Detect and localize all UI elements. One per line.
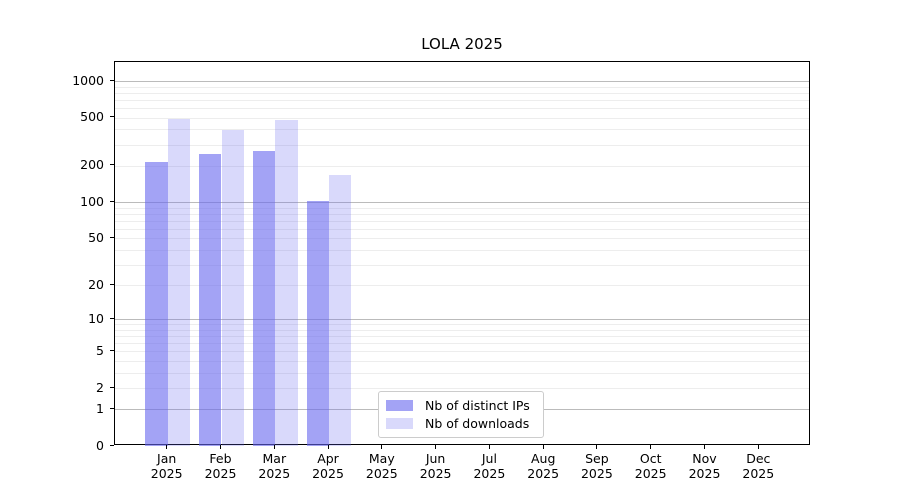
bar-downloads — [167, 118, 191, 446]
x-axis-tick-label: Aug 2025 — [527, 451, 560, 481]
x-axis-tick-label: Jul 2025 — [473, 451, 506, 481]
y-axis-tick-label: 500 — [80, 109, 104, 125]
bar-distinct-ips — [145, 161, 168, 446]
x-axis-tick-mark — [381, 445, 383, 449]
x-axis-tick-mark — [542, 445, 544, 449]
y-axis-tick-label: 5 — [96, 342, 104, 358]
x-axis-tick-mark — [273, 445, 275, 449]
gridline-major — [115, 202, 809, 204]
legend-item-downloads: Nb of downloads — [386, 416, 543, 431]
gridline-minor — [115, 388, 809, 389]
plot-area — [114, 61, 810, 446]
x-axis-tick-label: Feb 2025 — [204, 451, 237, 481]
x-axis-tick-label: Sep 2025 — [580, 451, 613, 481]
x-axis-tick-mark — [220, 445, 221, 449]
y-axis-tick-mark — [110, 444, 114, 446]
x-axis-tick-mark — [327, 445, 329, 449]
y-axis-tick-mark — [110, 386, 114, 388]
x-axis-tick-label: Mar 2025 — [258, 451, 291, 481]
y-axis-tick-mark — [110, 349, 114, 351]
y-axis-tick-label: 100 — [80, 193, 104, 209]
gridline-minor — [115, 351, 809, 353]
gridline-minor — [115, 228, 809, 230]
gridline-minor — [115, 165, 809, 167]
gridline-minor — [115, 343, 809, 345]
x-axis-tick-mark — [704, 445, 705, 449]
x-axis-tick-label: Apr 2025 — [312, 451, 344, 481]
x-axis-tick-label: May 2025 — [365, 451, 398, 481]
legend-label-distinct-ips: Nb of distinct IPs — [425, 398, 530, 413]
gridline-minor — [115, 129, 809, 131]
legend-item-distinct-ips: Nb of distinct IPs — [386, 398, 543, 413]
gridline-minor — [115, 238, 809, 240]
x-axis-tick-mark — [757, 445, 759, 449]
gridline-minor — [115, 220, 809, 222]
y-axis-tick-label: 10 — [88, 310, 104, 326]
gridline-minor — [115, 207, 809, 209]
y-axis-tick-mark — [110, 200, 114, 202]
gridline-minor — [115, 372, 809, 374]
y-axis-tick-label: 0 — [96, 437, 104, 453]
chart-title: LOLA 2025 — [421, 35, 503, 53]
gridline-minor — [115, 213, 809, 215]
gridline-minor — [115, 144, 809, 146]
x-axis-tick-mark — [650, 445, 652, 449]
y-axis-tick-mark — [110, 116, 114, 118]
y-axis-tick-label: 200 — [80, 157, 104, 173]
gridline-minor — [115, 285, 809, 287]
y-axis-tick-mark — [110, 79, 114, 81]
y-axis-tick-label: 2 — [96, 379, 104, 395]
y-axis-tick-mark — [110, 236, 114, 238]
legend-swatch-downloads — [386, 418, 413, 429]
gridline-minor — [115, 329, 809, 331]
gridline-minor — [115, 324, 809, 326]
legend-label-downloads: Nb of downloads — [425, 416, 530, 431]
bar-downloads — [329, 175, 352, 446]
x-axis-tick-label: Dec 2025 — [742, 451, 775, 481]
y-axis-tick-label: 1 — [96, 400, 104, 416]
y-axis-tick-label: 20 — [88, 276, 104, 292]
gridline-minor — [115, 361, 809, 362]
bar-distinct-ips — [199, 153, 222, 446]
legend: Nb of distinct IPs Nb of downloads — [378, 391, 544, 438]
x-axis-tick-mark — [596, 445, 598, 449]
gridline-major — [115, 319, 809, 321]
gridline-minor — [115, 117, 809, 119]
bar-downloads — [221, 130, 244, 446]
x-axis-tick-mark — [488, 445, 490, 449]
gridline-minor — [115, 107, 809, 109]
gridline-minor — [115, 249, 809, 251]
x-axis-tick-label: Nov 2025 — [688, 451, 721, 481]
gridline-minor — [115, 264, 809, 266]
gridline-major — [115, 81, 809, 82]
y-axis-tick-mark — [110, 164, 114, 166]
gridline-minor — [115, 336, 809, 338]
x-axis-tick-label: Oct 2025 — [634, 451, 667, 481]
gridline-minor — [115, 86, 809, 88]
y-axis-tick-label: 50 — [88, 229, 104, 245]
bar-distinct-ips — [252, 151, 276, 446]
bar-downloads — [275, 119, 298, 446]
y-axis-tick-label: 1000 — [72, 72, 104, 88]
y-axis-tick-mark — [110, 283, 114, 285]
bar-distinct-ips — [306, 200, 329, 446]
x-axis-tick-label: Jan 2025 — [150, 451, 183, 481]
y-axis-tick-mark — [110, 407, 114, 409]
y-axis-tick-mark — [110, 317, 114, 319]
x-axis-tick-mark — [166, 445, 168, 449]
legend-swatch-distinct-ips — [386, 400, 413, 411]
gridline-minor — [115, 92, 809, 94]
gridline-minor — [115, 99, 809, 101]
x-axis-tick-label: Jun 2025 — [419, 451, 452, 481]
x-axis-tick-mark — [435, 445, 437, 449]
